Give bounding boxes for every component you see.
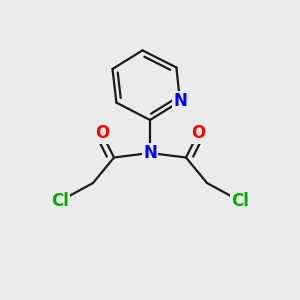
Text: Cl: Cl xyxy=(231,192,249,210)
Text: Cl: Cl xyxy=(51,192,69,210)
Text: O: O xyxy=(191,124,205,142)
Text: O: O xyxy=(95,124,109,142)
Text: N: N xyxy=(143,144,157,162)
Text: N: N xyxy=(173,92,187,110)
